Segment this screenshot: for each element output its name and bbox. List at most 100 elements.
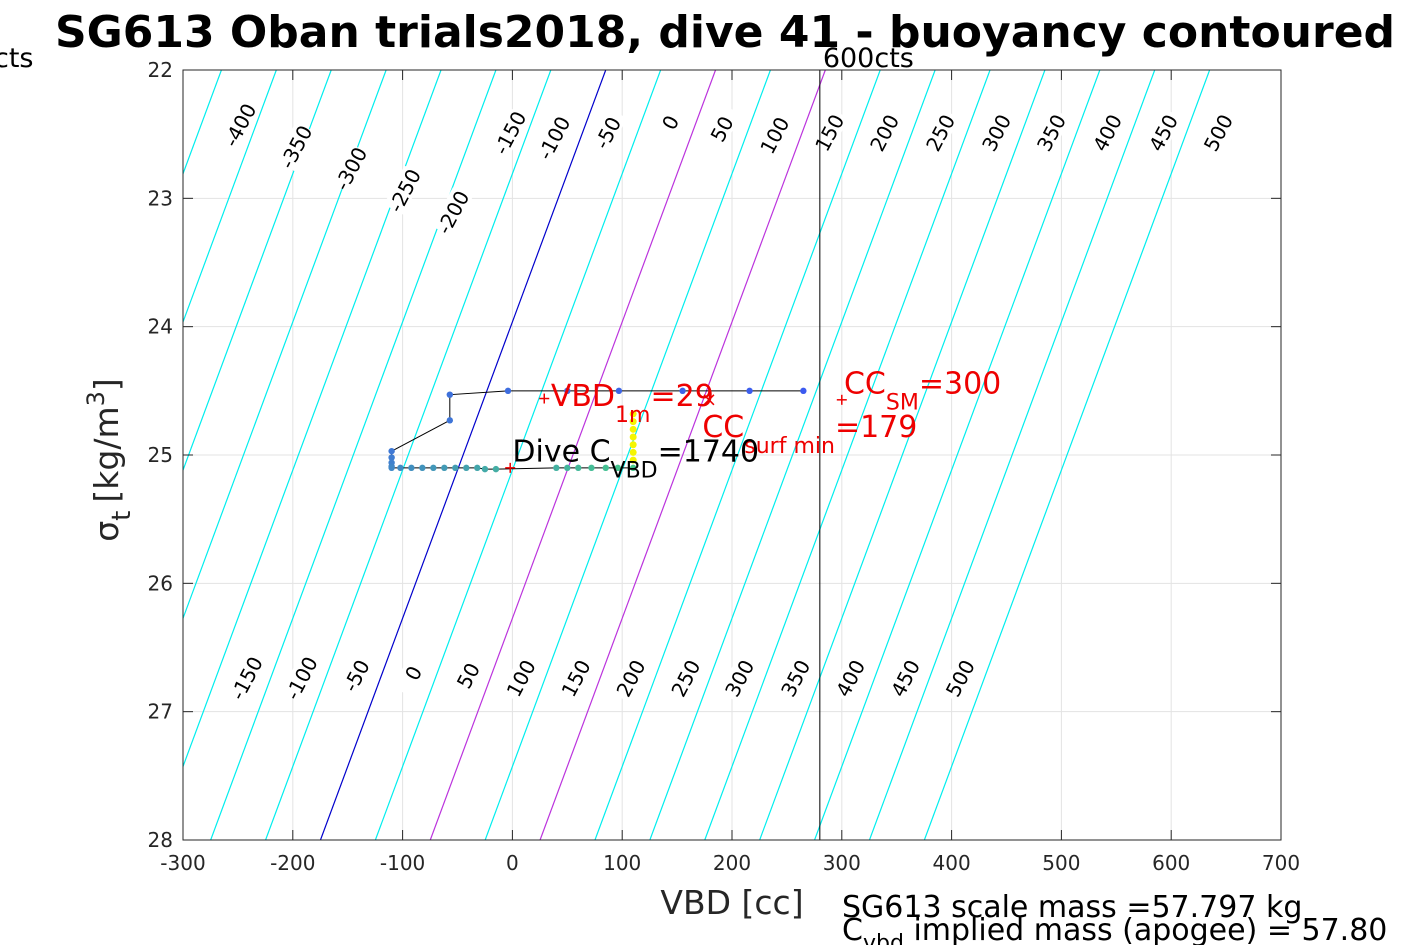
apogee-point <box>629 425 637 433</box>
footer-implied-mass: Cvbd implied mass (apogee) = 57.80 <box>842 913 1387 945</box>
cc-surf-min-annotation-sub: surf min <box>744 434 835 459</box>
contour-label-bg <box>753 110 794 160</box>
dive-c-annotation-main: Dive C <box>512 434 610 469</box>
apogee-point <box>629 456 637 464</box>
contour-line <box>704 70 991 840</box>
left-cts-label: cts <box>0 43 34 74</box>
contour-label-bg <box>664 653 706 703</box>
y-tick-label: 22 <box>148 58 173 82</box>
cc-sm-annotation: CCSM=300 <box>844 366 1001 415</box>
contour-line <box>183 70 387 621</box>
contour-label-bg <box>939 653 980 703</box>
contour-label-bg <box>280 653 321 703</box>
cc-surf-min-annotation: CCsurf min=179 <box>702 410 917 459</box>
contour-label-bg <box>774 653 815 703</box>
trajectory-point <box>446 417 454 424</box>
x-tick-label: 100 <box>603 851 641 875</box>
dive-trajectory <box>388 387 807 473</box>
cc-surf-min-annotation-main: CC <box>702 410 744 445</box>
contour-label-bg <box>533 112 574 163</box>
trajectory-point <box>615 387 623 395</box>
cc-surf-min-annotation-value: =179 <box>835 410 917 445</box>
dive-c-annotation-value: =1740 <box>658 434 759 469</box>
apogee-point <box>629 410 637 418</box>
trajectory-point <box>492 465 500 473</box>
contour-line <box>814 70 1101 840</box>
trajectory-point <box>564 464 571 472</box>
vbd-limit-label: 600cts <box>823 43 914 74</box>
trajectory-point <box>553 464 560 472</box>
contour-label-bg <box>919 107 960 158</box>
contour-label-bg <box>975 107 1016 158</box>
footer-scale-mass: SG613 scale mass =57.797 kg <box>842 890 1302 925</box>
contour-line <box>923 70 1211 840</box>
trajectory-point <box>397 464 404 472</box>
contour-line <box>649 70 936 840</box>
contour-label-bg <box>489 107 530 158</box>
contour-label-bg <box>335 650 376 700</box>
y-tick-label: 24 <box>148 315 173 339</box>
y-tick-label: 26 <box>148 571 173 595</box>
contour-label-bg <box>392 648 433 698</box>
trajectory-point <box>602 464 609 472</box>
trajectory-point <box>441 464 448 472</box>
x-tick-label: -100 <box>380 851 425 875</box>
footer-implied-main: C <box>842 913 863 945</box>
contour-line <box>594 70 881 840</box>
trajectory-point <box>419 464 426 472</box>
contour-label-bg <box>432 187 473 237</box>
contour-label-bg <box>225 653 266 703</box>
apogee-point <box>629 441 637 449</box>
contour-line <box>0 70 167 840</box>
axis-ticks: -300 -200 -100 0 100 200 300 400 500 600 700 22 23 24… <box>148 58 1301 875</box>
trajectory-point <box>388 464 395 472</box>
trajectory-point <box>446 391 454 398</box>
markers <box>505 393 847 473</box>
x-tick-label: -200 <box>270 851 315 875</box>
contour-label-bg <box>829 653 870 703</box>
trajectory-point <box>388 447 395 455</box>
trajectory-point <box>746 387 753 395</box>
trajectory-point <box>800 387 807 395</box>
dive-c-annotation-sub: VBD <box>611 458 658 483</box>
cc-surf-min-marker <box>703 394 715 406</box>
trajectory-point <box>614 464 622 472</box>
contour-label-bg <box>701 103 742 154</box>
y-label-sup: 3 <box>82 391 110 406</box>
x-tick-label: 0 <box>506 851 519 875</box>
contour-label-bg <box>884 653 925 703</box>
contour-label-bg <box>863 107 904 158</box>
contour-label-bg <box>1086 107 1127 158</box>
apogee-point <box>629 418 637 426</box>
contour-label-bg <box>219 100 260 150</box>
contour-label-bg <box>1030 107 1071 158</box>
contour-line <box>374 70 662 840</box>
contour-label-bg <box>649 97 690 147</box>
contour-label-bg <box>500 653 541 703</box>
vbd-1m-annotation-main: VBD <box>551 379 615 414</box>
chart-title: SG613 Oban trials2018, dive 41 - buoyanc… <box>55 7 1395 58</box>
contour-label-bg <box>1142 107 1183 158</box>
contour-line <box>429 70 717 840</box>
y-label-sub: t <box>107 511 137 521</box>
contour-label-bg <box>275 121 316 172</box>
trajectory-point <box>474 464 481 472</box>
cc-sm-annotation-value: =300 <box>919 366 1001 401</box>
contour-label-bg <box>718 653 759 703</box>
y-label-sigma: σ <box>87 521 126 542</box>
x-tick-label: 500 <box>1042 851 1080 875</box>
vbd-limit-line: 600cts cts <box>0 43 914 840</box>
apogee-point <box>629 433 637 441</box>
contour-line <box>319 70 607 840</box>
vbd-1m-annotation: VBD1m=29 <box>551 379 714 428</box>
contour-label-bg <box>1197 107 1238 158</box>
y-tick-label: 23 <box>148 186 173 210</box>
y-tick-label: 27 <box>148 700 173 724</box>
x-tick-label: 700 <box>1262 851 1300 875</box>
vbd-1m-annotation-value: =29 <box>650 379 713 414</box>
cc-sm-annotation-sub: SM <box>886 390 919 415</box>
contour-label-bg <box>447 650 488 700</box>
trajectory-point <box>629 464 637 472</box>
contour-line <box>539 70 826 840</box>
